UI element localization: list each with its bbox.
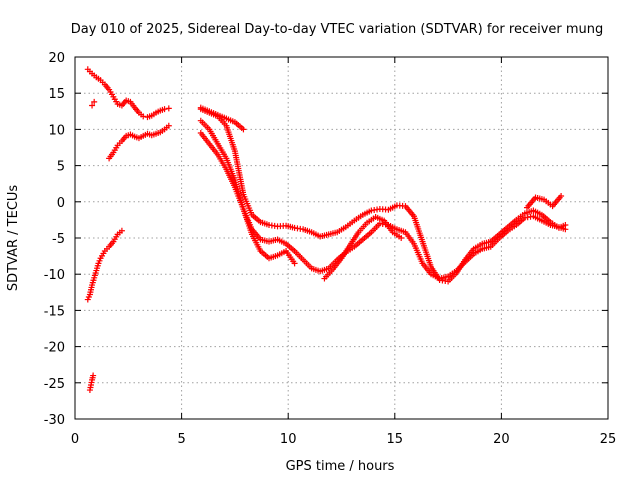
- data-point: [90, 372, 97, 379]
- x-axis-label: GPS time / hours: [286, 459, 395, 474]
- series-track-j: [321, 214, 405, 282]
- data-point: [398, 235, 405, 241]
- data-point: [291, 260, 298, 267]
- y-tick-label: 0: [57, 196, 65, 211]
- axes: 20 15 10 5 0 -5 -10 -15 -20 -25 -30 0 5 10 15 20 25: [44, 51, 617, 447]
- plot-frame: [74, 56, 609, 420]
- x-tick-label: 5: [177, 432, 185, 447]
- y-tick-label: -30: [44, 413, 65, 428]
- y-tick-label: -10: [44, 268, 65, 283]
- data-series: [84, 66, 569, 394]
- y-tick-label: -25: [44, 377, 65, 392]
- y-tick-label: 10: [48, 123, 65, 138]
- data-point: [240, 126, 247, 133]
- series-track-g: [197, 117, 569, 282]
- series-track-c: [106, 122, 172, 162]
- data-point: [140, 113, 147, 120]
- x-tick-label: 0: [71, 432, 79, 447]
- x-tick-label: 25: [600, 432, 617, 447]
- x-tick-label: 20: [493, 432, 510, 447]
- y-tick-label: -15: [44, 304, 65, 319]
- y-tick-label: -20: [44, 341, 65, 356]
- y-axis-label: SDTVAR / TECUs: [6, 185, 21, 292]
- y-tick-label: 15: [48, 87, 65, 102]
- data-point: [91, 98, 98, 105]
- series-track-b: [89, 98, 98, 109]
- series-track-h: [197, 130, 298, 267]
- chart-title: Day 010 of 2025, Sidereal Day-to-day VTE…: [71, 22, 604, 37]
- data-point: [161, 106, 168, 113]
- series-track-d: [84, 227, 125, 303]
- y-tick-label: -5: [52, 232, 65, 247]
- series-track-a: [84, 66, 172, 121]
- data-point: [165, 122, 172, 129]
- gridlines: [75, 57, 608, 419]
- y-tick-label: 5: [57, 160, 65, 175]
- y-tick-label: 20: [48, 51, 65, 66]
- data-point: [562, 226, 569, 233]
- x-tick-label: 15: [387, 432, 404, 447]
- series-track-i: [197, 104, 247, 133]
- data-point: [89, 102, 96, 109]
- data-point: [165, 105, 172, 112]
- series-track-f: [197, 106, 569, 285]
- series-track-e: [86, 372, 97, 394]
- x-tick-label: 10: [280, 432, 297, 447]
- series-track-k: [523, 193, 565, 211]
- data-point: [118, 227, 125, 234]
- data-point: [558, 193, 565, 200]
